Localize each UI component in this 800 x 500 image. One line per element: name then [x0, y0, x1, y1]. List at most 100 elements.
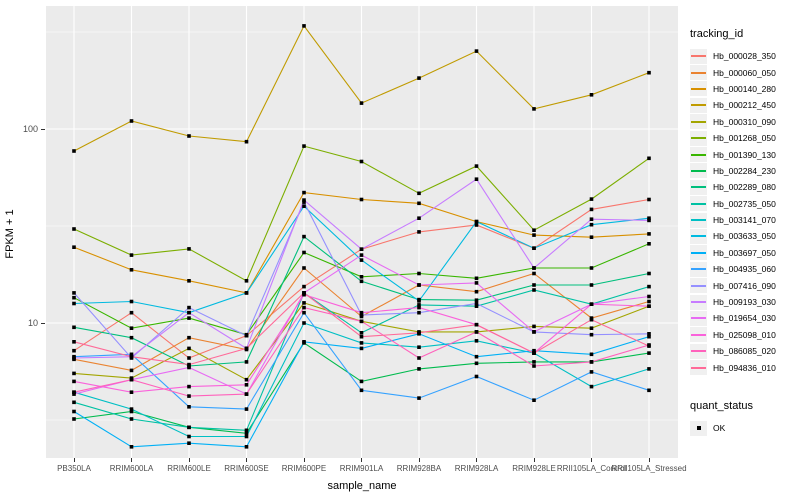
- legend-key-swatch: [690, 310, 707, 326]
- y-axis-title: FPKM + 1: [4, 209, 16, 259]
- data-point: [244, 360, 249, 364]
- legend-key-swatch: [690, 261, 707, 277]
- legend-item: Hb_086085_020: [690, 343, 798, 359]
- legend-item-label: Hb_009193_030: [713, 297, 776, 308]
- legend-key-swatch: [690, 179, 707, 195]
- data-point: [589, 235, 594, 239]
- data-point: [589, 222, 594, 227]
- x-tick-mark: [361, 458, 362, 462]
- series-color-line-icon: [691, 366, 706, 369]
- data-point: [244, 279, 249, 283]
- data-point: [302, 190, 306, 195]
- legend-item: Hb_001268_050: [690, 130, 798, 146]
- legend-key-swatch: [690, 212, 707, 228]
- data-point: [129, 119, 134, 123]
- data-point: [302, 266, 306, 270]
- series-color-line-icon: [691, 55, 706, 58]
- data-point: [532, 348, 536, 353]
- data-point: [417, 310, 421, 315]
- legend-key-swatch: [690, 163, 707, 179]
- data-point: [474, 164, 479, 168]
- legend-key-swatch: [690, 48, 707, 64]
- data-point: [129, 407, 134, 411]
- legend-key-swatch: [690, 278, 707, 294]
- data-point: [647, 242, 651, 246]
- data-point: [129, 326, 134, 330]
- x-tick-mark: [533, 458, 535, 462]
- legend-key-swatch: [690, 228, 707, 244]
- data-point: [302, 250, 306, 255]
- data-point: [532, 360, 536, 364]
- series-color-line-icon: [691, 120, 706, 123]
- series-color-line-icon: [691, 104, 706, 107]
- quant-status-legend: quant_status OK: [690, 400, 798, 436]
- data-point: [474, 374, 479, 379]
- data-point: [532, 330, 536, 334]
- series-color-line-icon: [691, 186, 706, 189]
- quant-status-label: OK: [713, 423, 726, 434]
- data-point: [187, 335, 191, 340]
- data-point: [244, 383, 249, 387]
- data-point: [359, 388, 364, 393]
- point-square-icon: [696, 426, 701, 431]
- data-point: [474, 354, 479, 359]
- legend-key-swatch: [690, 65, 707, 81]
- data-point: [72, 417, 76, 421]
- data-point: [647, 216, 651, 220]
- legend-key-swatch: [690, 97, 707, 113]
- data-point: [474, 330, 479, 334]
- data-point: [244, 139, 249, 144]
- data-point: [589, 352, 594, 357]
- x-tick-mark: [73, 458, 75, 462]
- data-point: [359, 253, 364, 257]
- data-point: [187, 247, 191, 251]
- data-point: [417, 303, 421, 307]
- x-tick-label: PB350LA: [57, 464, 91, 473]
- data-point: [72, 371, 76, 376]
- data-point: [589, 197, 594, 201]
- data-point: [129, 354, 134, 359]
- data-point: [647, 344, 651, 348]
- legend-key-swatch: [690, 360, 707, 376]
- data-point: [417, 216, 421, 220]
- data-point: [129, 335, 134, 340]
- legend-key-swatch: [690, 196, 707, 212]
- quant-status-key: [690, 420, 707, 436]
- series-color-line-icon: [691, 219, 706, 222]
- series-color-line-icon: [691, 235, 706, 238]
- series-color-line-icon: [691, 284, 706, 287]
- data-point: [647, 304, 651, 308]
- series-color-line-icon: [691, 71, 706, 74]
- x-tick-label: RRIM928LE: [512, 464, 556, 473]
- data-point: [302, 310, 306, 315]
- legend-item: Hb_000140_280: [690, 81, 798, 97]
- data-point: [589, 332, 594, 337]
- data-point: [532, 283, 536, 287]
- data-point: [647, 218, 651, 223]
- data-point: [244, 428, 249, 433]
- legend-item: Hb_002284_230: [690, 163, 798, 179]
- legend-item: Hb_019654_030: [690, 310, 798, 326]
- legend-item-label: Hb_007416_090: [713, 280, 776, 291]
- data-point: [72, 390, 76, 394]
- data-point: [72, 295, 76, 300]
- x-tick-label: RRIM600LA: [109, 464, 154, 473]
- data-point: [359, 346, 364, 351]
- data-point: [359, 379, 364, 384]
- data-point: [474, 177, 479, 181]
- data-point: [359, 310, 364, 315]
- data-point: [647, 367, 651, 371]
- data-point: [417, 283, 421, 287]
- data-point: [187, 305, 191, 310]
- data-point: [589, 326, 594, 330]
- data-point: [417, 367, 421, 371]
- x-tick-label: RRIM901LA: [339, 464, 384, 473]
- legend-item: Hb_003633_050: [690, 228, 798, 244]
- x-tick-label: RRII105LA_Stressed: [611, 464, 687, 473]
- data-point: [187, 134, 191, 138]
- legend: tracking_id Hb_000028_350 Hb_000060_050 Hb…: [690, 28, 798, 376]
- data-point: [244, 291, 249, 295]
- data-point: [72, 392, 76, 396]
- data-point: [72, 301, 76, 306]
